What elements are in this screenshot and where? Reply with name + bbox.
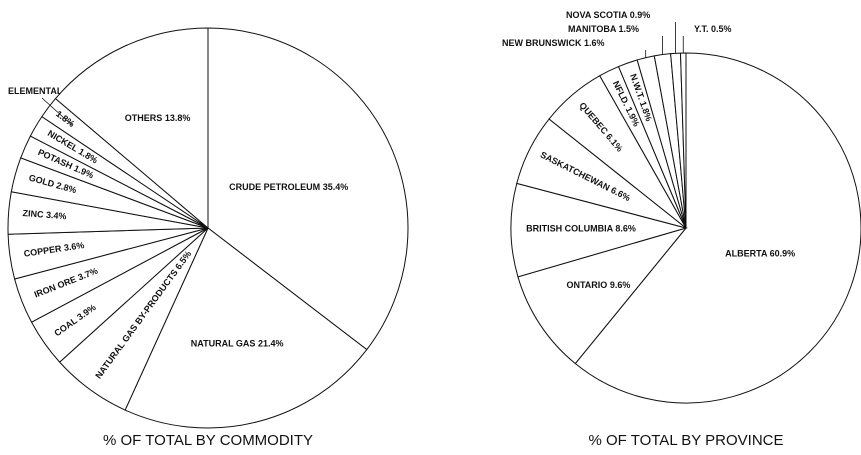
label-part: 1.6% xyxy=(584,38,605,48)
label-part: 35.4% xyxy=(323,183,349,193)
slice-label: ZINC 3.4% xyxy=(22,208,67,221)
slice-label: ELEMENTAL SULPHUR xyxy=(8,86,109,96)
label-part: 0.9% xyxy=(630,10,651,20)
slice-label: Y.T. 0.5% xyxy=(694,24,732,34)
label-part: CRUDE PETROLEUM xyxy=(229,183,320,193)
slice-label: NATURAL GAS 21.4% xyxy=(191,339,284,349)
slice-label: ALBERTA 60.9% xyxy=(725,249,795,259)
label-part: NATURAL GAS xyxy=(191,339,256,349)
label-part: 1.5% xyxy=(619,24,640,34)
pie-slice xyxy=(679,52,687,229)
pie-slice xyxy=(517,227,688,365)
label-part: 13.8% xyxy=(165,113,191,123)
label-part: ELEMENTAL SULPHUR xyxy=(8,86,109,96)
slice-label: NEW BRUNSWICK 1.6% xyxy=(502,38,605,48)
label-part: 60.9% xyxy=(770,249,796,259)
label-part: NOVA SCOTIA xyxy=(566,10,628,20)
label-part: 3.6% xyxy=(63,240,85,253)
leader-line xyxy=(41,97,73,126)
label-part: ZINC xyxy=(22,208,44,220)
label-part: BRITISH COLUMBIA xyxy=(526,224,613,234)
chart-title: % OF TOTAL BY PROVINCE xyxy=(588,432,783,449)
label-part: ALBERTA xyxy=(725,249,768,259)
pie-slice xyxy=(574,52,861,404)
slice-label: BRITISH COLUMBIA 8.6% xyxy=(526,224,636,234)
slice-label: MANITOBA 1.5% xyxy=(568,24,639,34)
slice-label: NOVA SCOTIA 0.9% xyxy=(566,10,650,20)
slice-label: CRUDE PETROLEUM 35.4% xyxy=(229,183,348,193)
pie-slice xyxy=(54,27,209,230)
label-part: OTHERS xyxy=(125,113,163,123)
label-part: 9.6% xyxy=(610,280,631,290)
pie-slice xyxy=(510,182,688,278)
label-part: 3.4% xyxy=(46,210,67,222)
label-part: Y.T. xyxy=(694,24,709,34)
label-part: 8.6% xyxy=(615,224,636,234)
chart-title: % OF TOTAL BY COMMODITY xyxy=(103,432,313,449)
pie-slice xyxy=(207,27,409,351)
label-part: 21.4% xyxy=(258,339,284,349)
slice-label: ONTARIO 9.6% xyxy=(566,280,630,290)
slice-label: OTHERS 13.8% xyxy=(125,113,191,123)
label-part: ONTARIO xyxy=(566,280,607,290)
label-part: NEW BRUNSWICK xyxy=(502,38,582,48)
label-part: MANITOBA xyxy=(568,24,617,34)
label-part: 0.5% xyxy=(711,24,732,34)
